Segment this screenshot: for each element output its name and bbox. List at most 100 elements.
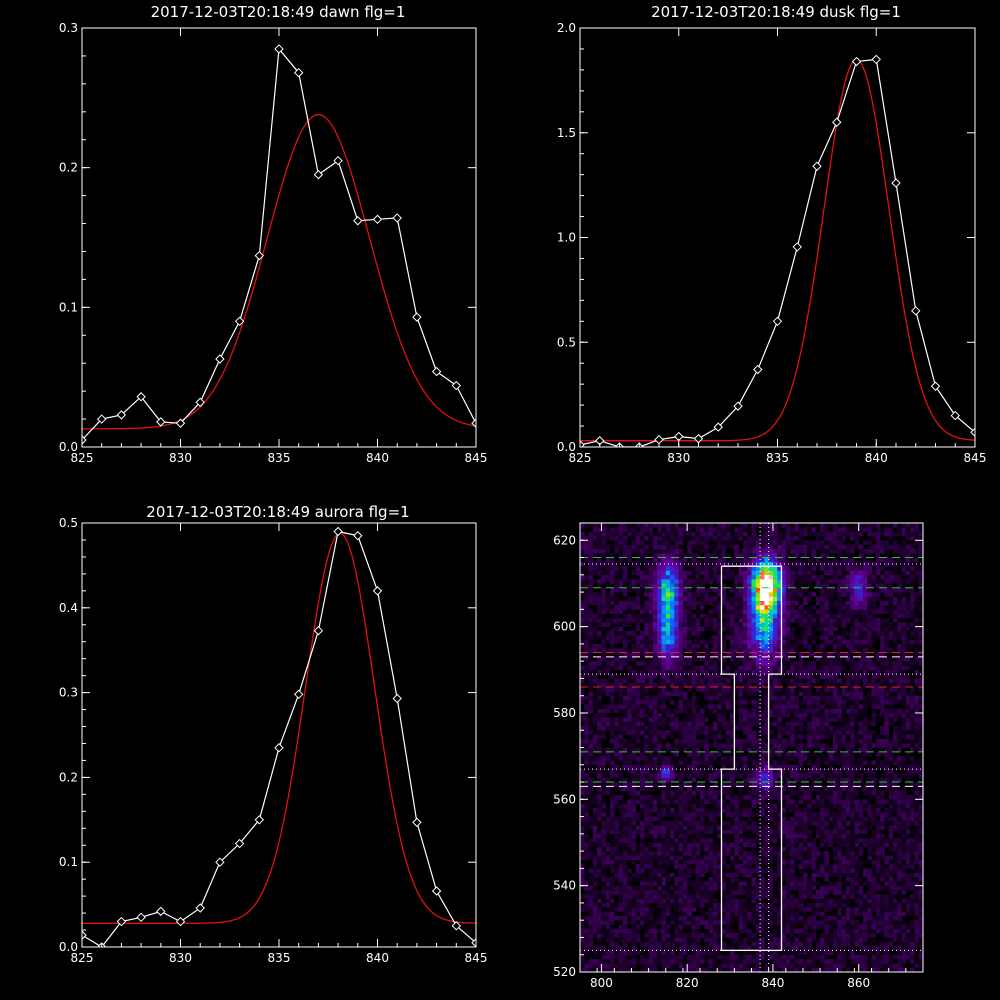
heatmap-cell: [850, 920, 855, 925]
heatmap-cell: [875, 777, 881, 783]
heatmap-cell: [631, 816, 637, 822]
heatmap-cell: [820, 924, 825, 930]
heatmap-cell: [768, 756, 774, 761]
heatmap-cell: [768, 695, 774, 701]
heatmap-cell: [867, 902, 872, 908]
heatmap-cell: [893, 687, 898, 692]
heatmap-cell: [790, 859, 795, 865]
heatmap-cell: [717, 907, 722, 912]
heatmap-cell: [588, 825, 594, 830]
heatmap-cell: [618, 704, 624, 709]
heatmap-cell: [742, 713, 748, 718]
heatmap-cell: [708, 773, 714, 778]
heatmap-cell: [730, 816, 735, 822]
heatmap-cell: [888, 911, 894, 917]
heatmap-cell: [597, 734, 602, 740]
heatmap-cell: [850, 678, 855, 683]
heatmap-cell: [858, 738, 864, 744]
heatmap-cell: [725, 842, 731, 848]
heatmap-cell: [597, 959, 602, 964]
heatmap-cell: [708, 812, 714, 817]
heatmap-cell: [670, 786, 675, 791]
heatmap-cell: [880, 959, 885, 964]
heatmap-cell: [871, 743, 877, 748]
heatmap-cell: [652, 838, 658, 843]
heatmap-cell: [618, 954, 624, 960]
heatmap-cell: [781, 928, 787, 934]
heatmap-cell: [850, 786, 855, 791]
heatmap-cell: [682, 820, 688, 826]
heatmap-cell: [841, 898, 847, 904]
heatmap-cell: [665, 902, 671, 908]
heatmap-cell: [888, 682, 894, 688]
heatmap-cell: [588, 868, 594, 873]
heatmap-cell: [751, 950, 757, 955]
heatmap-cell: [657, 669, 662, 675]
heatmap-cell: [910, 946, 915, 951]
heatmap-cell: [854, 730, 859, 735]
heatmap-cell: [901, 799, 907, 804]
heatmap-cell: [588, 760, 594, 766]
heatmap-cell: [597, 682, 602, 688]
heatmap-cell: [760, 769, 765, 774]
heatmap-cell: [674, 738, 679, 744]
heatmap-cell: [674, 708, 679, 714]
heatmap-cell: [751, 803, 757, 809]
heatmap-cell: [858, 747, 864, 753]
heatmap-cell: [661, 881, 667, 886]
heatmap-cell: [605, 708, 611, 714]
heatmap-cell: [704, 743, 709, 748]
heatmap-cell: [841, 868, 847, 873]
heatmap-cell: [824, 933, 829, 938]
heatmap-cell: [807, 725, 812, 731]
heatmap-cell: [755, 855, 761, 860]
heatmap-cell: [854, 855, 859, 860]
heatmap-cell: [674, 777, 679, 783]
heatmap-cell: [751, 812, 757, 817]
heatmap-cell: [661, 665, 667, 671]
heatmap-cell: [811, 743, 817, 748]
heatmap-cell: [893, 803, 898, 809]
heatmap-cell: [871, 713, 877, 718]
heatmap-cell: [747, 902, 752, 908]
heatmap-cell: [640, 963, 645, 968]
heatmap-cell: [717, 920, 722, 925]
heatmap-cell: [807, 820, 812, 826]
heatmap-cell: [700, 911, 705, 917]
heatmap-cell: [845, 786, 851, 791]
heatmap-cell: [652, 924, 658, 930]
heatmap-cell: [691, 885, 697, 891]
heatmap-cell: [777, 941, 782, 947]
heatmap-cell: [665, 950, 671, 955]
heatmap-cell: [661, 756, 667, 761]
heatmap-cell: [820, 838, 825, 843]
heatmap-cell: [674, 790, 679, 796]
heatmap-cell: [854, 708, 859, 714]
heatmap-cell: [601, 687, 606, 692]
dawn-xtick-label: 825: [71, 451, 94, 465]
heatmap-cell: [833, 682, 838, 688]
heatmap-cell: [610, 920, 615, 925]
heatmap-cell: [704, 687, 709, 692]
heatmap-cell: [610, 820, 615, 826]
heatmap-cell: [918, 678, 923, 683]
heatmap-cell: [665, 851, 671, 856]
heatmap-cell: [691, 937, 697, 943]
heatmap-cell: [777, 751, 782, 757]
heatmap-cell: [644, 773, 649, 778]
aurora-data-point: [471, 938, 476, 947]
heatmap-cell: [918, 769, 923, 774]
heatmap-cell: [665, 782, 671, 787]
heatmap-cell: [725, 747, 731, 753]
heatmap-cell: [884, 902, 889, 908]
heatmap-cell: [670, 902, 675, 908]
heatmap-cell: [691, 691, 697, 696]
heatmap-cell: [700, 838, 705, 843]
heatmap-cell: [760, 756, 765, 761]
heatmap-cell: [910, 885, 915, 891]
heatmap-cell: [622, 704, 628, 709]
heatmap-cell: [682, 911, 688, 917]
heatmap-cell: [794, 838, 799, 843]
heatmap-cell: [601, 769, 606, 774]
heatmap-cell: [644, 838, 649, 843]
